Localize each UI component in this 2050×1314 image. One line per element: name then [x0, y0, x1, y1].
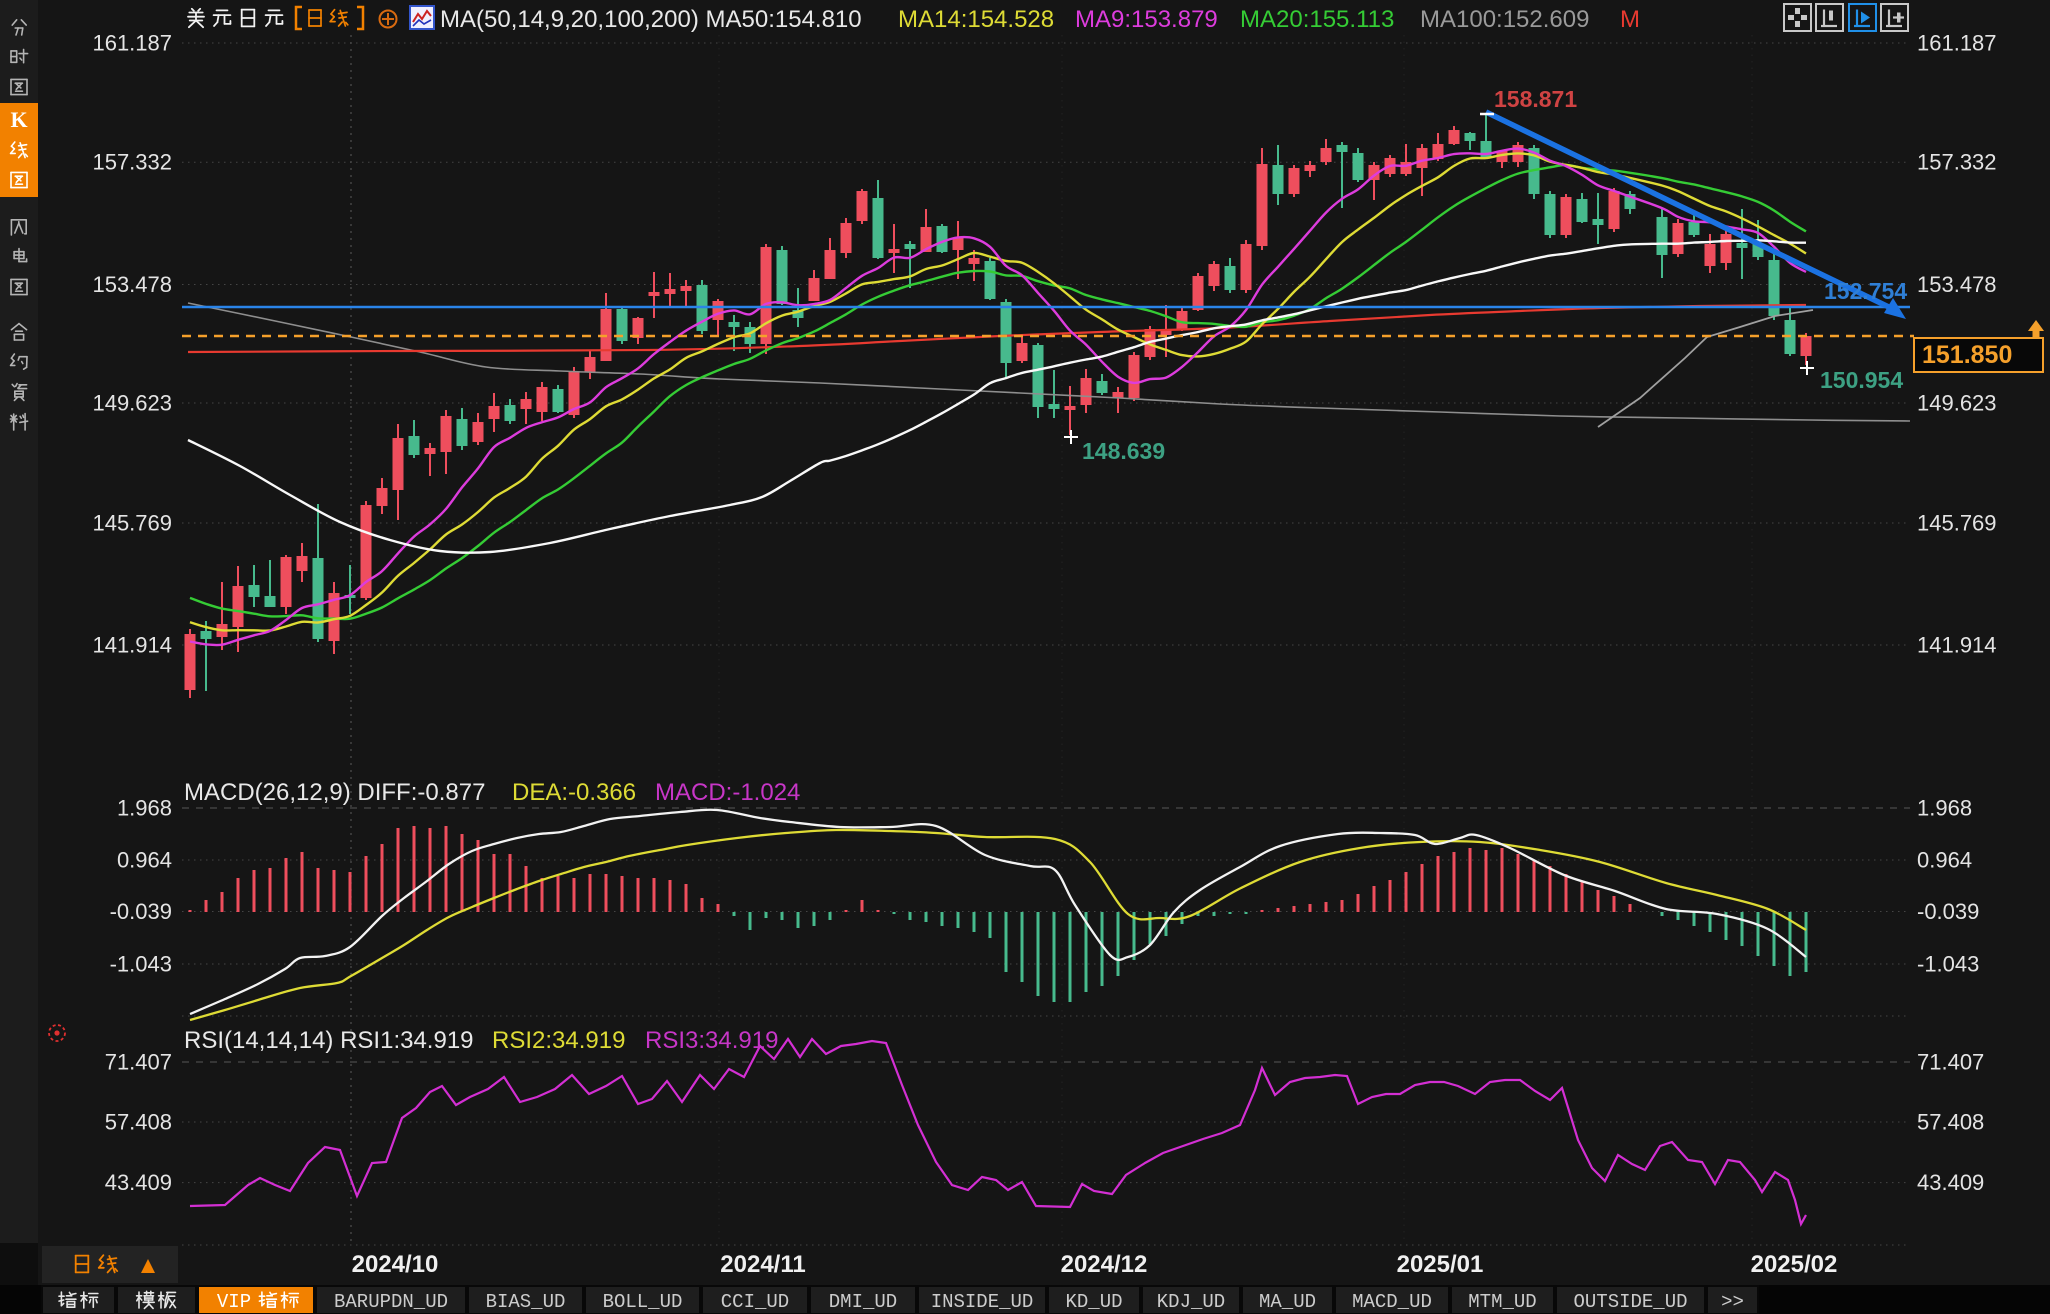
svg-text:43.409: 43.409 — [1917, 1170, 1984, 1195]
svg-text:BOLL_UD: BOLL_UD — [603, 1291, 683, 1313]
svg-text:150.954: 150.954 — [1820, 367, 1903, 393]
svg-text:2025/02: 2025/02 — [1751, 1251, 1838, 1278]
svg-text:CCI_UD: CCI_UD — [721, 1291, 789, 1313]
svg-text:0.964: 0.964 — [1917, 848, 1972, 873]
svg-text:MACD_UD: MACD_UD — [1352, 1291, 1432, 1313]
svg-text:158.871: 158.871 — [1494, 86, 1577, 112]
svg-text:OUTSIDE_UD: OUTSIDE_UD — [1573, 1291, 1687, 1313]
svg-text:157.332: 157.332 — [1917, 150, 1997, 175]
svg-text:DEA:-0.366: DEA:-0.366 — [512, 779, 636, 806]
svg-text:MA20:155.113: MA20:155.113 — [1240, 6, 1394, 33]
svg-text:2024/12: 2024/12 — [1061, 1251, 1148, 1278]
svg-text:MTM_UD: MTM_UD — [1468, 1291, 1536, 1313]
svg-text:151.850: 151.850 — [1922, 341, 2012, 369]
svg-text:-1.043: -1.043 — [110, 952, 172, 977]
svg-text:MA14:154.528: MA14:154.528 — [898, 6, 1054, 33]
svg-text:BARUPDN_UD: BARUPDN_UD — [334, 1291, 448, 1313]
svg-text:RSI(14,14,14) RSI1:34.919: RSI(14,14,14) RSI1:34.919 — [184, 1027, 474, 1054]
svg-text:MA100:152.609: MA100:152.609 — [1420, 6, 1589, 33]
svg-text:DMI_UD: DMI_UD — [829, 1291, 897, 1313]
svg-text:>>: >> — [1721, 1291, 1744, 1313]
svg-text:MA(50,14,9,20,100,200) MA50:15: MA(50,14,9,20,100,200) MA50:154.810 — [440, 6, 862, 33]
svg-text:KD_UD: KD_UD — [1065, 1291, 1122, 1313]
svg-text:2024/10: 2024/10 — [352, 1251, 439, 1278]
svg-text:152.754: 152.754 — [1824, 278, 1907, 304]
svg-text:141.914: 141.914 — [1917, 633, 1997, 658]
svg-text:161.187: 161.187 — [1917, 31, 1997, 56]
svg-text:57.408: 57.408 — [1917, 1110, 1984, 1135]
svg-text:157.332: 157.332 — [92, 150, 172, 175]
svg-text:MACD:-1.024: MACD:-1.024 — [655, 779, 800, 806]
svg-text:VIP: VIP — [217, 1291, 251, 1313]
svg-text:141.914: 141.914 — [92, 633, 172, 658]
svg-text:MA9:153.879: MA9:153.879 — [1075, 6, 1218, 33]
svg-text:INSIDE_UD: INSIDE_UD — [931, 1291, 1034, 1313]
svg-text:153.478: 153.478 — [1917, 272, 1997, 297]
svg-text:MA_UD: MA_UD — [1259, 1291, 1316, 1313]
svg-text:-1.043: -1.043 — [1917, 952, 1979, 977]
svg-text:BIAS_UD: BIAS_UD — [486, 1291, 566, 1313]
svg-text:149.623: 149.623 — [1917, 391, 1997, 416]
svg-text:149.623: 149.623 — [92, 391, 172, 416]
svg-text:-0.039: -0.039 — [1917, 899, 1979, 924]
svg-text:43.409: 43.409 — [105, 1170, 172, 1195]
svg-text:153.478: 153.478 — [92, 272, 172, 297]
svg-text:K: K — [10, 107, 27, 132]
svg-text:57.408: 57.408 — [105, 1110, 172, 1135]
svg-text:1.968: 1.968 — [1917, 796, 1972, 821]
svg-text:145.769: 145.769 — [92, 511, 172, 536]
svg-text:-0.039: -0.039 — [110, 899, 172, 924]
svg-text:MACD(26,12,9) DIFF:-0.877: MACD(26,12,9) DIFF:-0.877 — [184, 779, 485, 806]
svg-text:KDJ_UD: KDJ_UD — [1157, 1291, 1225, 1313]
svg-text:145.769: 145.769 — [1917, 511, 1997, 536]
svg-text:RSI2:34.919: RSI2:34.919 — [492, 1027, 625, 1054]
svg-text:RSI3:34.919: RSI3:34.919 — [645, 1027, 778, 1054]
svg-text:1.968: 1.968 — [117, 796, 172, 821]
svg-text:71.407: 71.407 — [1917, 1050, 1984, 1075]
svg-text:0.964: 0.964 — [117, 848, 172, 873]
svg-text:161.187: 161.187 — [92, 31, 172, 56]
svg-text:M: M — [1620, 6, 1640, 33]
svg-text:2025/01: 2025/01 — [1397, 1251, 1484, 1278]
svg-text:2024/11: 2024/11 — [720, 1251, 805, 1278]
svg-text:148.639: 148.639 — [1082, 438, 1165, 464]
svg-text:71.407: 71.407 — [105, 1050, 172, 1075]
